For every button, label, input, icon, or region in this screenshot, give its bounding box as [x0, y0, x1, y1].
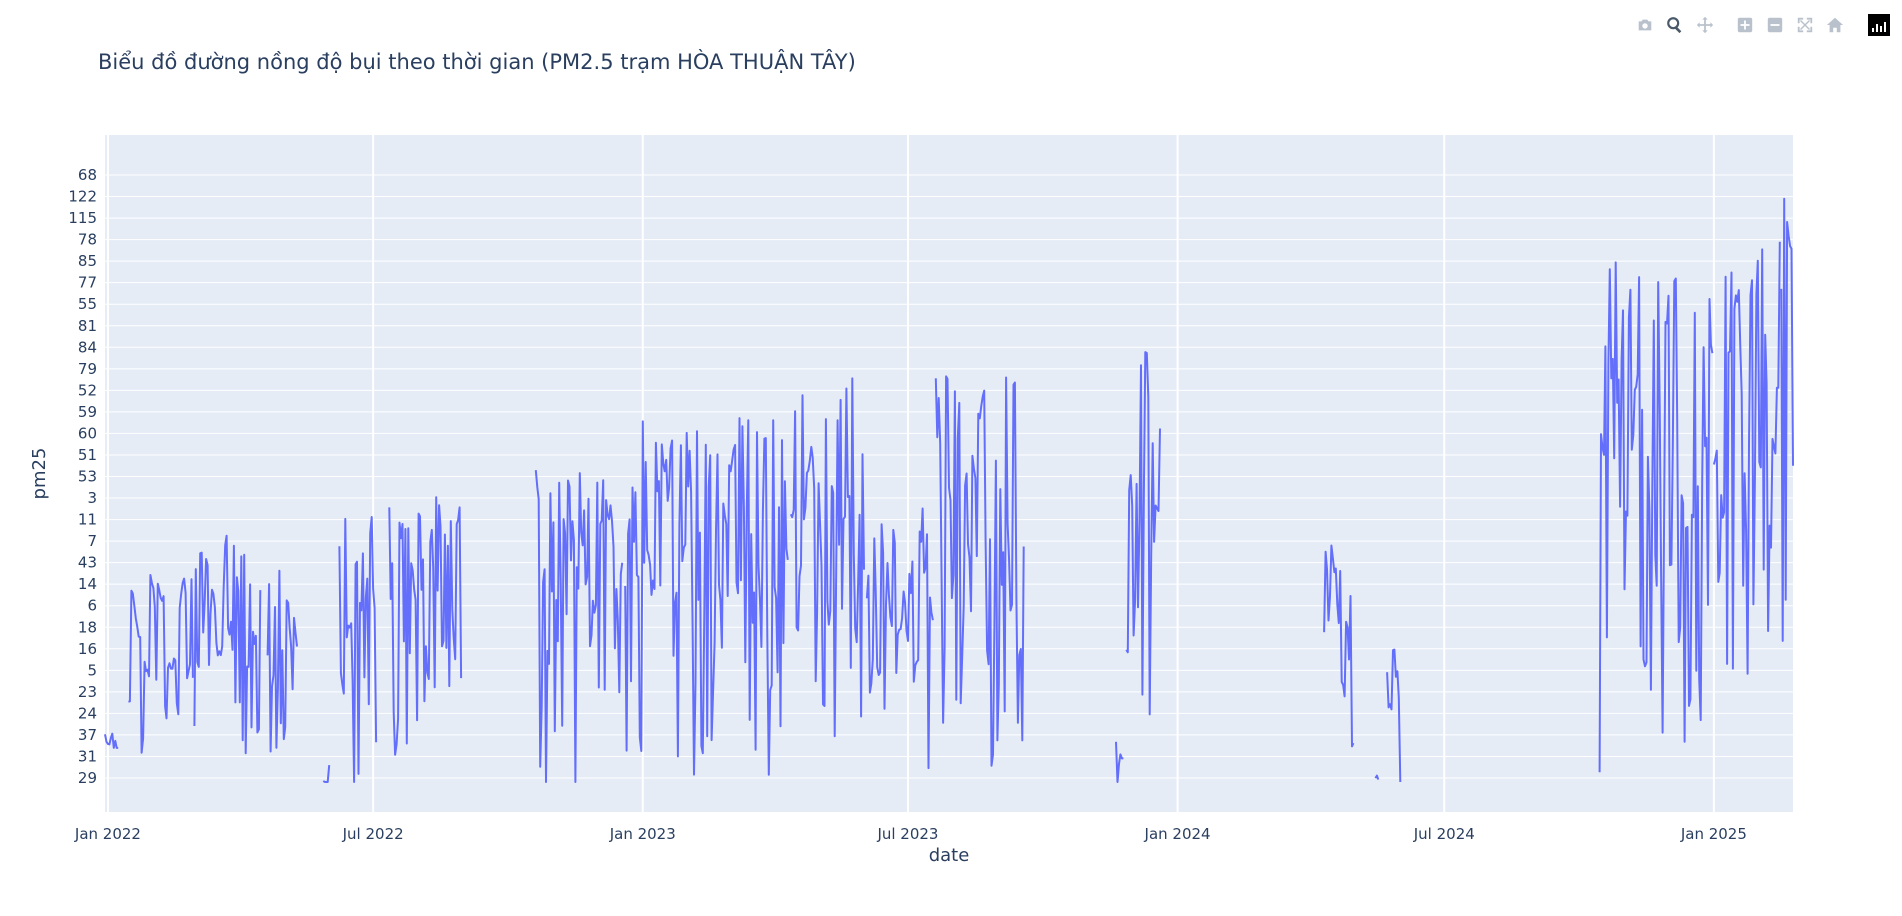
y-tick-label: 16	[78, 640, 97, 658]
x-gridlines	[106, 135, 1715, 812]
y-tick-label: 77	[78, 274, 97, 292]
modebar	[1634, 14, 1890, 36]
chart-title: Biểu đồ đường nồng độ bụi theo thời gian…	[98, 50, 856, 74]
y-tick-label: 18	[78, 618, 97, 636]
series-line-segment[interactable]	[338, 516, 378, 783]
y-tick-label: 14	[78, 575, 97, 593]
y-tick-label: 24	[78, 704, 97, 722]
series-pm25	[104, 197, 1794, 783]
y-tick-label: 23	[78, 683, 97, 701]
x-tick-label: Jul 2022	[342, 825, 404, 843]
series-line-segment[interactable]	[1386, 648, 1402, 783]
y-tick-label: 79	[78, 360, 97, 378]
y-tick-label: 5	[87, 661, 97, 679]
y-tick-label: 78	[78, 231, 97, 249]
zoom-out-icon[interactable]	[1764, 14, 1786, 36]
series-line-segment[interactable]	[789, 377, 865, 738]
zoom-in-icon[interactable]	[1734, 14, 1756, 36]
y-tick-label: 6	[87, 597, 97, 615]
y-tick-label: 29	[78, 769, 97, 787]
series-line-segment[interactable]	[1780, 197, 1794, 642]
series-line-segment[interactable]	[1115, 741, 1124, 783]
series-line-segment[interactable]	[1712, 241, 1781, 675]
series-line-segment[interactable]	[266, 569, 298, 753]
x-tick-label: Jan 2025	[1680, 825, 1747, 843]
series-line-segment[interactable]	[1598, 261, 1714, 773]
pan-icon[interactable]	[1694, 14, 1716, 36]
series-line-segment[interactable]	[1374, 774, 1380, 780]
y-tick-label: 53	[78, 468, 97, 486]
y-tick-label: 85	[78, 252, 97, 270]
y-tick-label: 81	[78, 317, 97, 335]
y-tick-label: 52	[78, 381, 97, 399]
series-line-segment[interactable]	[322, 765, 331, 783]
x-tick-labels: Jan 2022 Jul 2022 Jan 2023 Jul 2023 Jan 2024…	[74, 825, 1747, 843]
y-tick-label: 31	[78, 747, 97, 765]
y-tick-labels: 29 31 37 24 23 5 16 18 6 14 43 7 11 3 53 51 60 59 52 79 84 81…	[68, 166, 97, 787]
y-tick-label: 60	[78, 424, 97, 442]
y-tick-label: 84	[78, 338, 97, 356]
x-tick-label: Jul 2023	[876, 825, 938, 843]
series-line-segment[interactable]	[388, 496, 463, 756]
y-tick-label: 115	[68, 209, 97, 227]
y-tick-label: 37	[78, 726, 97, 744]
y-tick-label: 59	[78, 403, 97, 421]
x-tick-label: Jan 2023	[609, 825, 676, 843]
x-tick-label: Jan 2022	[74, 825, 141, 843]
y-tick-label: 68	[78, 166, 97, 184]
series-line-segment[interactable]	[934, 375, 1025, 767]
y-tick-label: 43	[78, 554, 97, 572]
series-line-segment[interactable]	[193, 534, 262, 755]
series-line-segment[interactable]	[104, 732, 119, 749]
series-line-segment[interactable]	[865, 507, 934, 770]
x-tick-label: Jul 2024	[1413, 825, 1475, 843]
series-line-segment[interactable]	[1125, 351, 1161, 716]
plotly-logo-icon[interactable]	[1868, 14, 1890, 36]
x-axis-title: date	[929, 845, 970, 866]
series-line-segment[interactable]	[624, 417, 789, 776]
y-tick-label: 3	[87, 489, 97, 507]
y-tick-label: 11	[78, 511, 97, 529]
zoom-icon[interactable]	[1664, 14, 1686, 36]
y-tick-label: 7	[87, 532, 97, 550]
y-tick-label: 122	[68, 188, 97, 206]
reset-axes-icon[interactable]	[1824, 14, 1846, 36]
camera-icon[interactable]	[1634, 14, 1656, 36]
series-line-segment[interactable]	[1323, 544, 1355, 748]
series-line-segment[interactable]	[128, 574, 194, 754]
series-line-segment[interactable]	[534, 470, 624, 783]
y-tick-label: 55	[78, 295, 97, 313]
x-tick-label: Jan 2024	[1144, 825, 1211, 843]
autoscale-icon[interactable]	[1794, 14, 1816, 36]
y-tick-label: 51	[78, 446, 97, 464]
y-axis-title: pm25	[29, 448, 50, 500]
